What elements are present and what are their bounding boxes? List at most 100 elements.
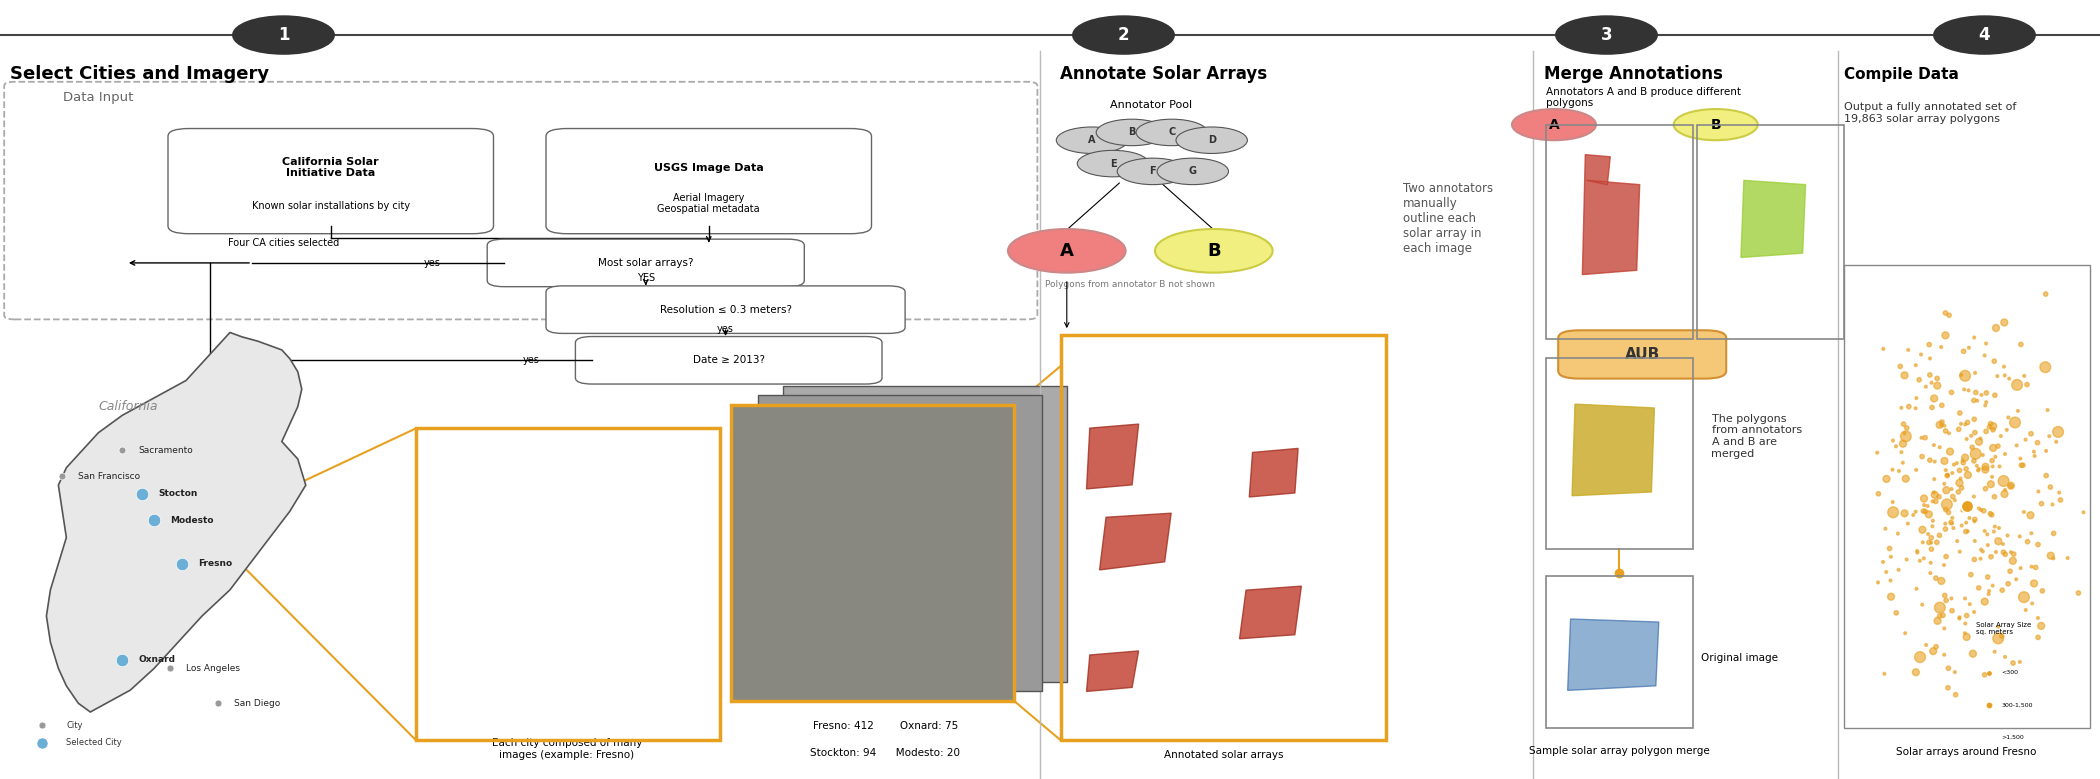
Point	[1974, 509, 2008, 521]
Point	[1934, 516, 1968, 529]
Point	[1959, 460, 1993, 472]
Polygon shape	[1583, 154, 1640, 275]
Point	[1919, 372, 1953, 385]
Point	[2022, 485, 2056, 498]
Point	[1930, 550, 1964, 562]
Text: Aerial Imagery
Geospatial metadata: Aerial Imagery Geospatial metadata	[657, 192, 760, 214]
Point	[2018, 449, 2052, 462]
Point	[1940, 457, 1974, 470]
Point	[1953, 598, 1987, 611]
Point	[1949, 525, 1982, 538]
Point	[1911, 528, 1945, 541]
Point	[1915, 520, 1949, 533]
Point	[1913, 454, 1947, 467]
Point	[1875, 495, 1909, 508]
Text: B: B	[1208, 241, 1220, 260]
Text: YES: YES	[636, 273, 655, 283]
Point	[2037, 552, 2071, 565]
Point	[2020, 538, 2054, 551]
Text: Output a fully annotated set of
19,863 solar array polygons: Output a fully annotated set of 19,863 s…	[1844, 102, 2016, 124]
Point	[1942, 407, 1976, 419]
Point	[1913, 556, 1947, 569]
Point	[1924, 441, 1957, 453]
Point	[1909, 506, 1943, 518]
Point	[1974, 478, 2008, 491]
Text: Resolution ≤ 0.3 meters?: Resolution ≤ 0.3 meters?	[659, 305, 792, 315]
Point	[1890, 430, 1924, 442]
Text: Compile Data: Compile Data	[1844, 66, 1959, 82]
Point	[1924, 529, 1957, 541]
Point	[2008, 506, 2041, 518]
Point	[1997, 657, 2031, 669]
Point	[2029, 287, 2062, 300]
Point	[1955, 441, 1989, 453]
Point	[1915, 514, 1949, 527]
Text: 2: 2	[1117, 26, 1130, 44]
Point	[1903, 555, 1936, 567]
Point	[1924, 419, 1957, 432]
Point	[2018, 446, 2052, 458]
Text: Annotators A and B produce different
polygons: Annotators A and B produce different pol…	[1546, 86, 1741, 108]
Polygon shape	[1086, 651, 1138, 692]
Point	[1949, 369, 1982, 382]
Point	[1915, 537, 1949, 549]
Point	[1972, 539, 2006, 552]
Text: >1,500: >1,500	[2001, 735, 2024, 740]
Text: E: E	[1109, 159, 1117, 168]
Point	[1884, 401, 1917, 414]
Point	[1951, 433, 1984, 446]
Point	[1959, 386, 1993, 399]
Point	[1930, 484, 1964, 496]
Point	[1922, 491, 1955, 503]
Point	[2001, 379, 2035, 391]
Point	[1873, 574, 1907, 587]
Point	[1974, 507, 2008, 520]
Point	[1915, 543, 1949, 555]
Point	[1888, 427, 1922, 439]
Point	[1976, 580, 2010, 592]
Text: Annotated solar arrays: Annotated solar arrays	[1163, 749, 1283, 760]
Point	[1984, 430, 2018, 442]
Point	[1936, 512, 1970, 524]
Point	[1936, 458, 1970, 471]
Point	[1924, 610, 1957, 622]
Point	[1978, 389, 2012, 401]
Point	[1964, 504, 1997, 516]
Point	[1949, 418, 1982, 431]
Point	[1970, 337, 2003, 350]
Point	[1978, 322, 2012, 334]
Text: 1: 1	[277, 26, 290, 44]
Point	[1930, 470, 1964, 482]
Point	[1936, 522, 1970, 534]
Point	[2003, 530, 2037, 543]
Point	[1942, 464, 1976, 477]
Point	[1978, 546, 2012, 559]
Point	[2010, 433, 2043, 446]
Point	[1928, 419, 1961, 432]
Text: Solar Array Size
sq. meters: Solar Array Size sq. meters	[1976, 622, 2031, 635]
Text: A: A	[1548, 118, 1560, 132]
Text: USGS Image Data: USGS Image Data	[653, 163, 764, 173]
Point	[1972, 731, 2006, 744]
Point	[1970, 425, 2003, 438]
Point	[1932, 682, 1966, 694]
Circle shape	[1136, 119, 1208, 146]
Point	[1961, 464, 1995, 477]
Point	[1880, 607, 1913, 619]
Point	[1972, 699, 2006, 711]
Point	[1930, 498, 1964, 510]
Point	[2024, 619, 2058, 632]
Point	[1913, 567, 1947, 580]
Point	[1942, 477, 1976, 489]
Point	[1947, 383, 1980, 396]
FancyBboxPatch shape	[575, 337, 882, 384]
Point	[1886, 438, 1919, 450]
Point	[1945, 368, 1978, 381]
Text: 4: 4	[1978, 26, 1991, 44]
Polygon shape	[1086, 424, 1138, 489]
Circle shape	[1117, 158, 1189, 185]
Point	[1961, 502, 1995, 515]
Point	[2003, 656, 2037, 668]
Text: Date ≥ 2013?: Date ≥ 2013?	[693, 355, 764, 365]
Text: Fresno: 412        Oxnard: 75: Fresno: 412 Oxnard: 75	[813, 721, 958, 731]
